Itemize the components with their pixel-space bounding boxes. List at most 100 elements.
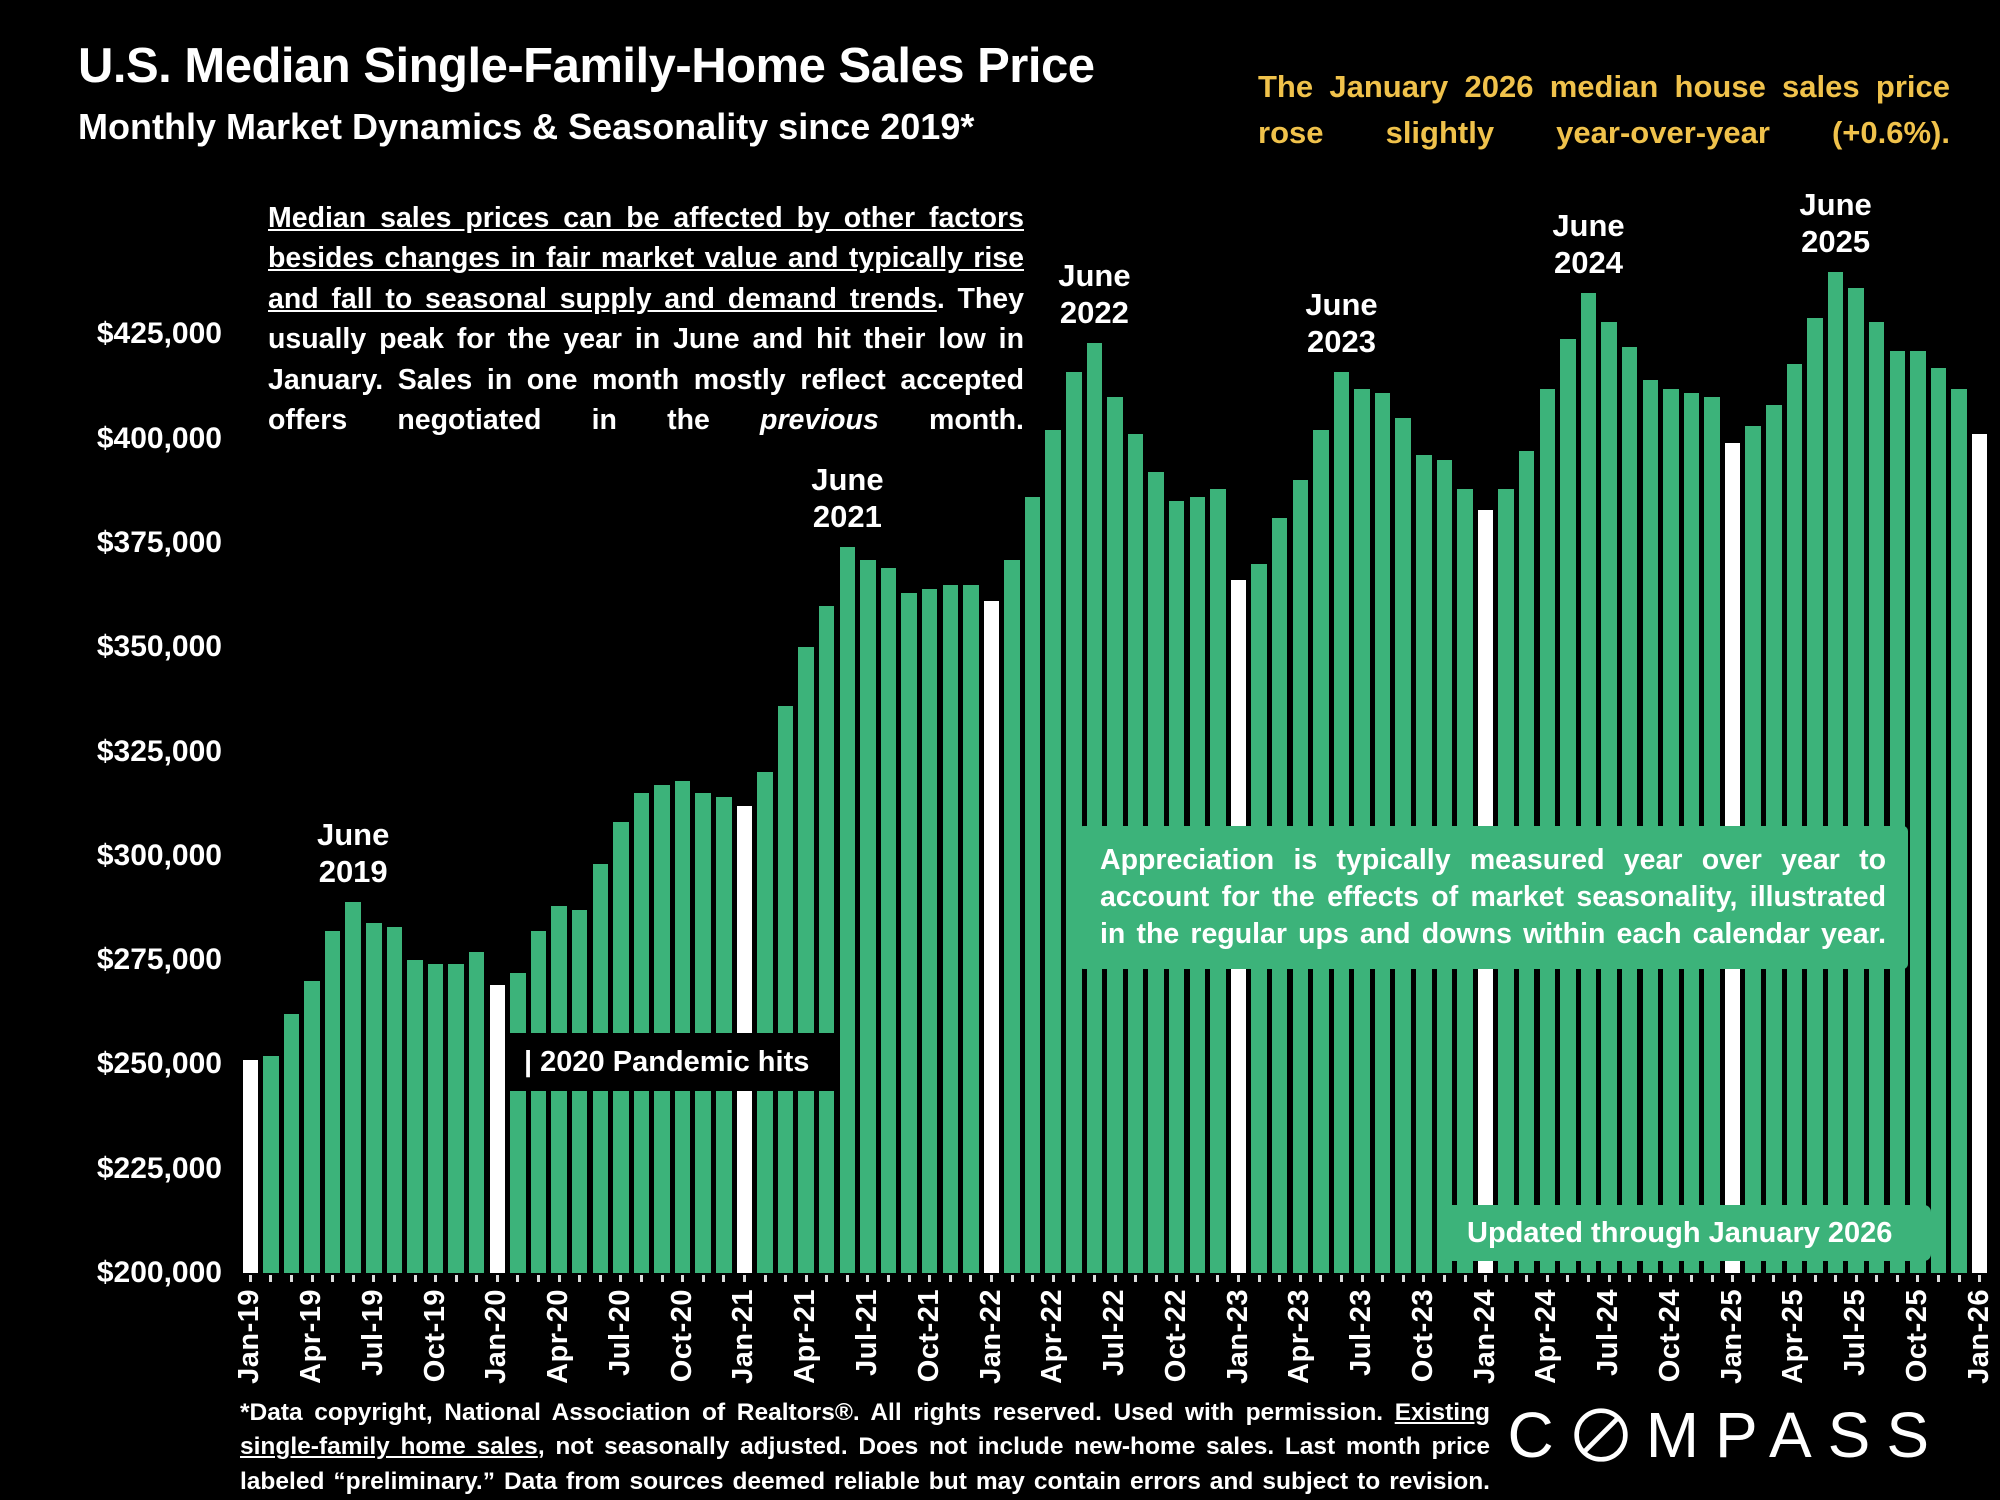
- x-axis-label-Apr-24: Apr-24: [1530, 1289, 1563, 1384]
- bar-Jan-20: [489, 985, 506, 1273]
- x-axis-tick: [598, 1275, 602, 1282]
- x-axis-tick: [1545, 1275, 1549, 1282]
- bar-Jul-19: [366, 922, 382, 1273]
- x-axis-tick: [1710, 1275, 1714, 1282]
- x-axis-tick: [1092, 1275, 1096, 1282]
- bar-May-19: [324, 930, 341, 1273]
- x-axis-label-Oct-23: Oct-23: [1406, 1289, 1439, 1383]
- x-axis-tick: [310, 1275, 314, 1282]
- x-axis-tick: [1690, 1275, 1693, 1282]
- x-axis-tick: [784, 1275, 788, 1282]
- x-axis-tick: [1648, 1275, 1652, 1282]
- x-axis-label-Oct-21: Oct-21: [912, 1289, 945, 1383]
- x-axis-label-Jul-20: Jul-20: [603, 1289, 636, 1376]
- y-axis-label-325000: $325,000: [96, 734, 222, 768]
- bar-Apr-19: [304, 981, 320, 1273]
- bar-Oct-19: [427, 964, 444, 1273]
- x-axis-tick: [495, 1275, 499, 1282]
- x-axis-tick: [1010, 1275, 1014, 1282]
- updated-through-badge: Updated through January 2026: [1443, 1205, 1931, 1261]
- appreciation-annotation: Appreciation is typically measured year …: [1078, 826, 1908, 970]
- x-axis-tick: [248, 1275, 252, 1282]
- x-axis-label-Oct-19: Oct-19: [418, 1289, 451, 1383]
- x-axis-tick: [392, 1275, 396, 1282]
- bar-Sep-25: [1889, 351, 1906, 1273]
- compass-logo-text-right: MPASS: [1645, 1399, 1945, 1471]
- bar-Oct-20: [674, 780, 691, 1273]
- x-axis-label-Jul-24: Jul-24: [1592, 1289, 1625, 1376]
- x-axis-tick: [1792, 1275, 1796, 1282]
- x-axis-tick: [660, 1275, 664, 1282]
- x-axis-tick: [1134, 1275, 1138, 1282]
- x-axis-label-Jul-25: Jul-25: [1839, 1289, 1872, 1376]
- seasonality-note-underlined: Median sales prices can be affected by o…: [268, 202, 1024, 315]
- x-axis-tick: [1278, 1275, 1282, 1282]
- x-axis-tick: [1360, 1275, 1364, 1282]
- x-axis-label-Oct-25: Oct-25: [1900, 1289, 1933, 1383]
- x-axis-label-Jul-19: Jul-19: [356, 1289, 389, 1376]
- bar-Jul-24: [1601, 321, 1617, 1273]
- x-axis-tick: [1401, 1275, 1405, 1282]
- x-axis-tick: [722, 1275, 726, 1282]
- x-axis-tick: [763, 1275, 767, 1282]
- x-axis-tick: [331, 1275, 335, 1282]
- y-axis-label-400000: $400,000: [96, 421, 222, 455]
- bar-Mar-22: [1024, 497, 1041, 1273]
- x-axis-label-Oct-22: Oct-22: [1159, 1289, 1192, 1383]
- bar-Mar-21: [777, 705, 794, 1273]
- data-source-footnote: *Data copyright, National Association of…: [240, 1396, 1490, 1499]
- x-axis-label-Apr-20: Apr-20: [542, 1289, 575, 1384]
- bar-chart: Jan-19 Apr-19 Jul-19 Oct-19 Jan-20 Apr-20 Jul-…: [233, 187, 1994, 1384]
- x-axis-tick: [1628, 1275, 1632, 1282]
- x-axis-tick: [1772, 1275, 1776, 1282]
- x-axis-tick: [351, 1275, 355, 1282]
- x-axis-label-Jan-19: Jan-19: [233, 1289, 266, 1384]
- x-axis-tick: [1257, 1275, 1261, 1282]
- seasonality-note: Median sales prices can be affected by o…: [268, 198, 1024, 441]
- x-axis-tick: [1154, 1275, 1158, 1282]
- x-axis-label-Jan-24: Jan-24: [1468, 1289, 1501, 1384]
- y-axis-label-275000: $275,000: [96, 943, 222, 977]
- x-axis-tick: [1669, 1275, 1673, 1282]
- x-axis-tick: [1566, 1275, 1570, 1282]
- bar-Dec-21: [963, 584, 979, 1273]
- x-axis-tick: [413, 1275, 417, 1282]
- x-axis-label-Jul-21: Jul-21: [850, 1289, 883, 1376]
- bar-May-20: [571, 910, 588, 1273]
- yoy-highlight-note: The January 2026 median house sales pric…: [1258, 69, 1950, 150]
- bar-Nov-19: [448, 964, 464, 1273]
- y-axis-label-350000: $350,000: [96, 630, 222, 664]
- bar-Sep-19: [407, 960, 423, 1273]
- x-axis-tick: [969, 1275, 973, 1282]
- x-axis-tick: [1031, 1275, 1035, 1282]
- x-axis-tick: [1587, 1275, 1590, 1282]
- bar-Jun-21: [839, 547, 856, 1273]
- x-axis-tick: [640, 1275, 643, 1282]
- x-axis-tick: [578, 1275, 582, 1282]
- peak-label-Jun-24: June 2024: [1552, 207, 1625, 280]
- bar-May-21: [818, 605, 835, 1273]
- x-axis-label-Oct-24: Oct-24: [1653, 1289, 1686, 1383]
- bar-May-25: [1807, 317, 1823, 1273]
- x-axis-tick: [269, 1275, 273, 1282]
- pandemic-annotation: | 2020 Pandemic hits: [508, 1033, 834, 1091]
- bar-Aug-25: [1868, 321, 1885, 1273]
- bar-Sep-21: [901, 593, 917, 1273]
- x-axis-tick: [1813, 1275, 1817, 1282]
- bar-May-22: [1066, 371, 1082, 1273]
- bar-Apr-25: [1786, 363, 1803, 1273]
- x-axis-tick: [1895, 1275, 1899, 1282]
- x-axis-label-Jul-22: Jul-22: [1098, 1289, 1130, 1376]
- y-axis-label-250000: $250,000: [96, 1047, 222, 1081]
- x-axis-label-Apr-23: Apr-23: [1283, 1289, 1316, 1384]
- bar-Sep-20: [654, 784, 670, 1273]
- x-axis-tick: [1381, 1275, 1385, 1282]
- x-axis-tick: [948, 1275, 952, 1282]
- y-axis-label-225000: $225,000: [96, 1151, 222, 1185]
- x-axis-tick: [1957, 1275, 1961, 1282]
- seasonality-note-end: month.: [878, 404, 1024, 437]
- x-axis-tick: [825, 1275, 829, 1282]
- x-axis-tick: [1319, 1275, 1323, 1282]
- x-axis-label-Jan-26: Jan-26: [1962, 1289, 1995, 1384]
- y-axis-label-300000: $300,000: [96, 838, 222, 872]
